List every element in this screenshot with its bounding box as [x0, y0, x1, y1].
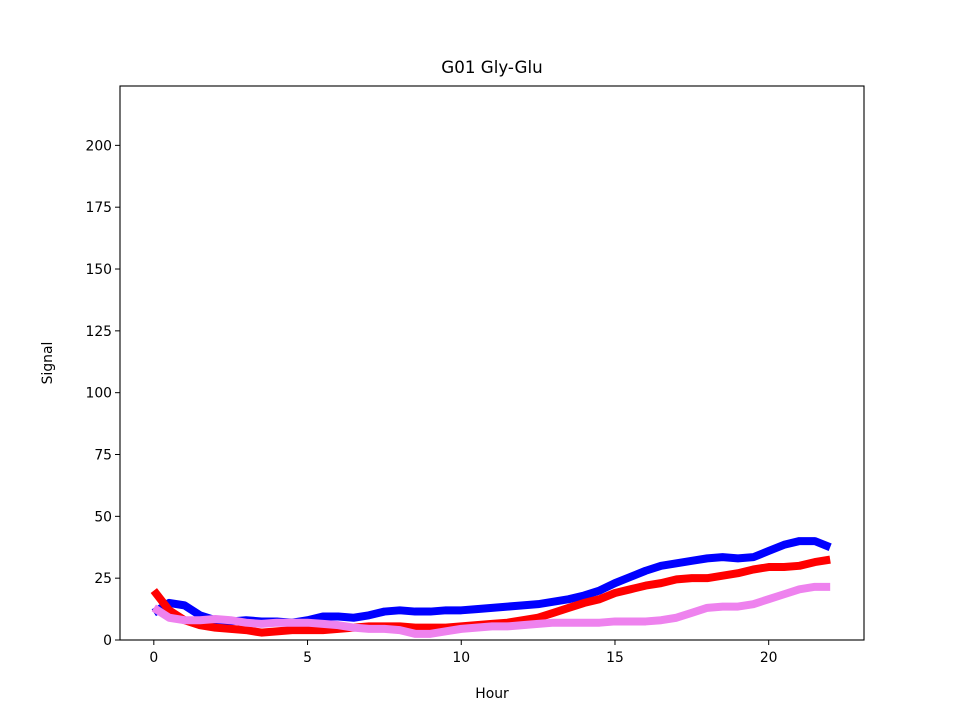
- x-axis: 0 5 10 15 20: [149, 640, 778, 666]
- y-tick-label: 150: [85, 262, 112, 278]
- y-tick-label: 0: [103, 633, 112, 649]
- y-tick-label: 175: [85, 200, 112, 216]
- y-tick-label: 200: [85, 138, 112, 154]
- x-axis-label: Hour: [475, 686, 509, 702]
- x-tick-label: 10: [452, 650, 470, 666]
- series-line-2: [151, 582, 831, 638]
- y-tick-label: 75: [94, 448, 112, 464]
- plot-frame: [119, 85, 865, 641]
- y-tick-label: 125: [85, 324, 112, 340]
- y-axis-label: Signal: [40, 342, 56, 385]
- plot-lines: [150, 537, 832, 638]
- y-tick-label: 100: [85, 386, 112, 402]
- x-tick-label: 0: [149, 650, 158, 666]
- x-tick-label: 5: [303, 650, 312, 666]
- chart-title: G01 Gly-Glu: [441, 57, 542, 77]
- y-axis: 0 25 50 75 100 125 150 175 200: [85, 138, 120, 649]
- x-tick-label: 20: [760, 650, 778, 666]
- x-tick-label: 15: [606, 650, 624, 666]
- y-tick-label: 25: [94, 571, 112, 587]
- y-tick-label: 50: [94, 509, 112, 525]
